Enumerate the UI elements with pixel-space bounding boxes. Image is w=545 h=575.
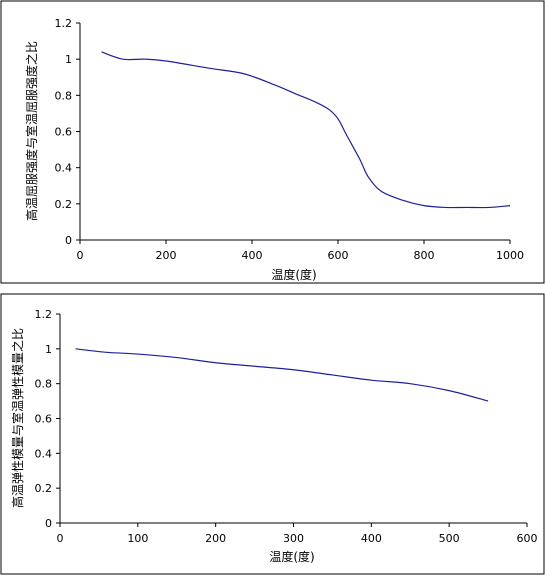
x-tick-label: 300: [283, 532, 304, 545]
y-tick-label: 0.6: [35, 413, 53, 426]
x-tick-label: 0: [77, 249, 84, 262]
y-tick-label: 1: [45, 343, 52, 356]
x-tick-label: 400: [242, 249, 263, 262]
y-tick-label: 1: [65, 53, 72, 66]
y-axis-label: 高温弹性模量与室温弹性模量之比: [10, 328, 25, 508]
x-tick-label: 200: [205, 532, 226, 545]
y-tick-label: 0.6: [55, 126, 73, 139]
y-tick-label: 1.2: [35, 308, 53, 321]
x-axis-label: 温度(度): [271, 267, 316, 282]
x-axis-label: 温度(度): [269, 549, 314, 564]
x-tick-label: 600: [517, 532, 538, 545]
y-tick-label: 0: [45, 517, 52, 530]
chart-frame: [0, 0, 545, 284]
x-tick-label: 0: [57, 532, 64, 545]
x-tick-label: 600: [328, 249, 349, 262]
x-tick-label: 800: [414, 249, 435, 262]
x-tick-label: 100: [127, 532, 148, 545]
y-tick-label: 0.8: [55, 89, 73, 102]
y-tick-label: 0.4: [55, 162, 73, 175]
series-line: [75, 348, 489, 402]
y-tick-label: 0.4: [35, 447, 53, 460]
chart-frame: [0, 293, 545, 575]
y-tick-label: 0.2: [55, 198, 73, 211]
x-tick-label: 500: [439, 532, 460, 545]
y-tick-label: 0.2: [35, 482, 53, 495]
y-tick-label: 1.2: [55, 17, 73, 30]
yield-strength-ratio-chart: 高温屈服强度与室温屈服强度之比 温度(度) 0 0.2 0.4 0.6 0.8 1 1.2 0…: [0, 0, 545, 284]
y-tick-label: 0: [65, 234, 72, 247]
series-line: [101, 51, 511, 209]
elastic-modulus-ratio-chart: 高温弹性模量与室温弹性模量之比 温度(度) 0 0.2 0.4 0.6 0.8 1 1.2 0…: [0, 293, 545, 575]
x-tick-label: 200: [156, 249, 177, 262]
y-axis-label: 高温屈服强度与室温屈服强度之比: [24, 41, 39, 221]
y-tick-label: 0.8: [35, 378, 53, 391]
x-tick-label: 400: [361, 532, 382, 545]
x-tick-label: 1000: [496, 249, 524, 262]
